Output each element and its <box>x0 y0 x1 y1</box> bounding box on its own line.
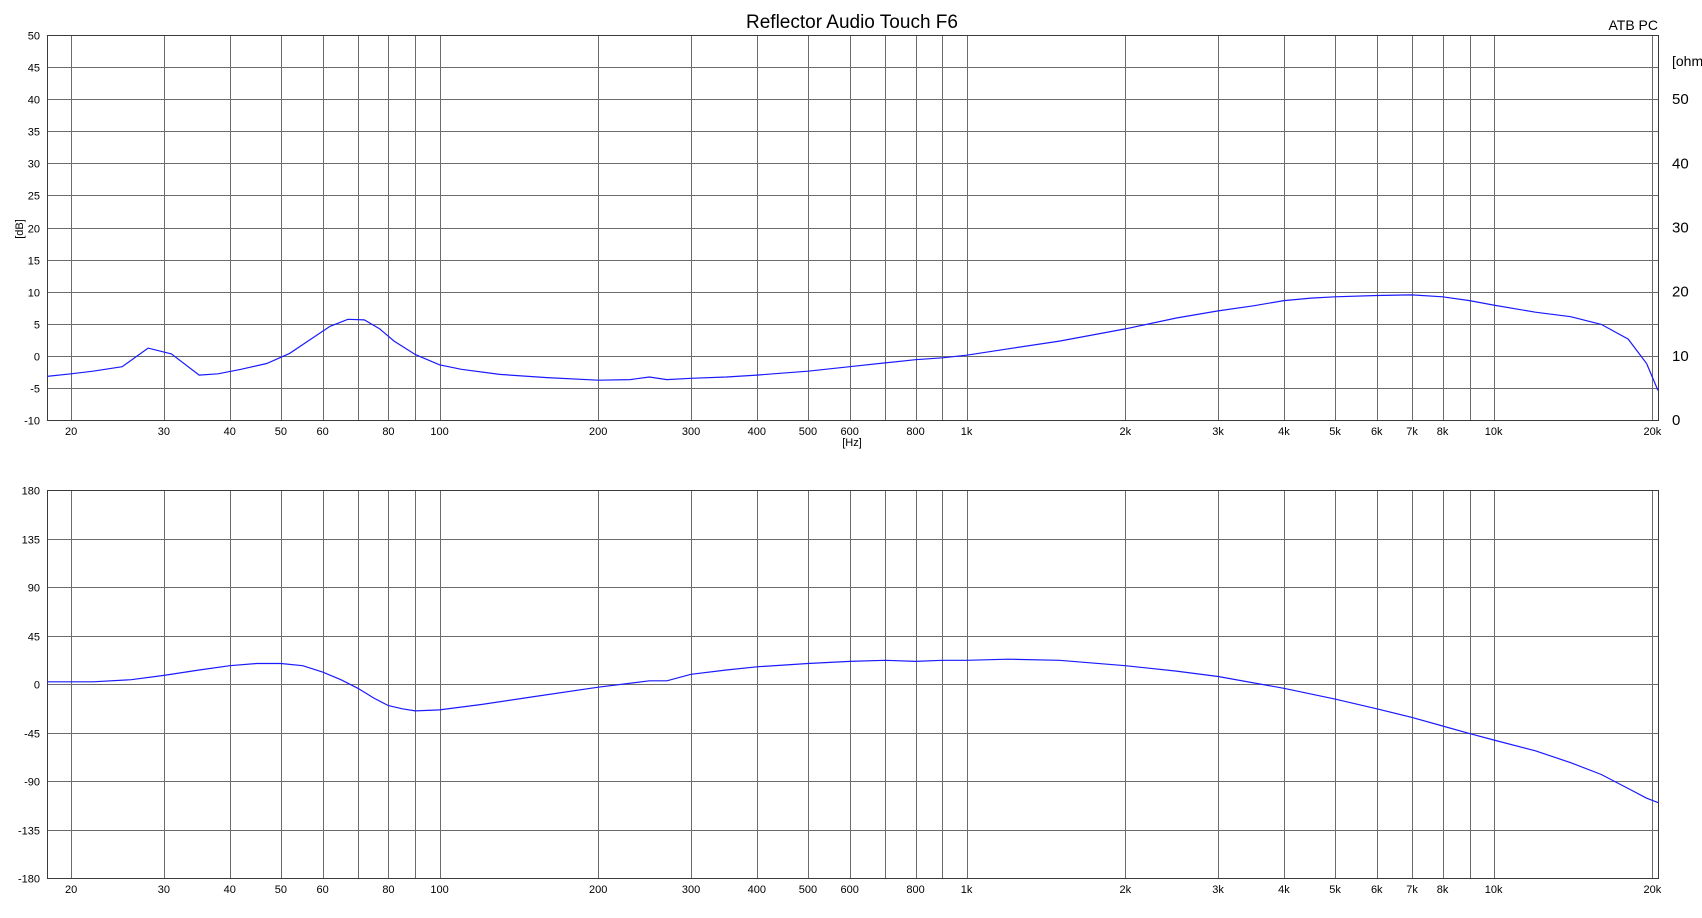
y2-tick-label: 0 <box>1672 412 1680 429</box>
x-tick-label: 30 <box>158 884 170 896</box>
x-tick-label: 800 <box>906 884 924 896</box>
y-tick-label: 40 <box>28 95 40 107</box>
x-tick-label: 2k <box>1119 426 1131 438</box>
x-tick-label: 300 <box>682 426 700 438</box>
series-line <box>47 658 1659 804</box>
x-tick-label: 40 <box>224 884 236 896</box>
x-tick-label: 20 <box>65 884 77 896</box>
x-tick-label: 3k <box>1212 426 1224 438</box>
y2-axis-label: [ohm] <box>1672 53 1702 69</box>
x-tick-label: 20k <box>1643 884 1661 896</box>
y-tick-label: -180 <box>18 874 40 886</box>
y2-tick-label: 30 <box>1672 220 1689 237</box>
y2-tick-label: 40 <box>1672 155 1689 172</box>
x-tick-label: 5k <box>1329 884 1341 896</box>
y-tick-label: 50 <box>28 31 40 43</box>
x-tick-label: 400 <box>748 426 766 438</box>
y-tick-label: 10 <box>28 288 40 300</box>
x-tick-label: 4k <box>1278 884 1290 896</box>
x-tick-label: 60 <box>316 884 328 896</box>
y-tick-label: -90 <box>24 777 40 789</box>
x-tick-label: 10k <box>1485 884 1503 896</box>
x-tick-label: 10k <box>1485 426 1503 438</box>
y-tick-label: 15 <box>28 256 40 268</box>
y-tick-label: 0 <box>34 680 40 692</box>
x-tick-label: 80 <box>382 426 394 438</box>
plot-frame <box>47 490 1659 879</box>
y-tick-label: 5 <box>34 320 40 332</box>
x-tick-label: 50 <box>275 884 287 896</box>
y-tick-label: 30 <box>28 159 40 171</box>
plot-frame <box>47 35 1659 421</box>
y-tick-label: -10 <box>24 416 40 428</box>
x-tick-label: 400 <box>748 884 766 896</box>
x-tick-label: 7k <box>1406 426 1418 438</box>
y-tick-label: 0 <box>34 352 40 364</box>
x-tick-label: 8k <box>1437 426 1449 438</box>
x-tick-label: 5k <box>1329 426 1341 438</box>
y-tick-label: 90 <box>28 583 40 595</box>
x-tick-label: 500 <box>799 426 817 438</box>
y-tick-label: 180 <box>22 486 40 498</box>
x-tick-label: 100 <box>430 426 448 438</box>
series-line <box>46 294 1659 391</box>
y-tick-label: -45 <box>24 729 40 741</box>
x-tick-label: 600 <box>840 426 858 438</box>
x-tick-label: 50 <box>275 426 287 438</box>
x-tick-label: 7k <box>1406 884 1418 896</box>
x-tick-label: 80 <box>382 884 394 896</box>
x-tick-label: 1k <box>961 426 973 438</box>
y-tick-label: 25 <box>28 191 40 203</box>
corner-label: ATB PC <box>1608 17 1658 33</box>
x-tick-label: 40 <box>224 426 236 438</box>
x-tick-label: 6k <box>1371 884 1383 896</box>
y2-tick-label: 10 <box>1672 348 1689 365</box>
y2-tick-label: 50 <box>1672 91 1689 108</box>
x-tick-label: 200 <box>589 426 607 438</box>
y-tick-label: 35 <box>28 127 40 139</box>
x-tick-label: 2k <box>1119 884 1131 896</box>
y-tick-label: 45 <box>28 63 40 75</box>
x-tick-label: 600 <box>840 884 858 896</box>
y-tick-label: 20 <box>28 224 40 236</box>
x-tick-label: 60 <box>316 426 328 438</box>
x-axis-label: [Hz] <box>842 437 862 449</box>
x-tick-label: 20k <box>1643 426 1661 438</box>
x-tick-label: 1k <box>961 884 973 896</box>
x-tick-label: 200 <box>589 884 607 896</box>
y-tick-label: 45 <box>28 632 40 644</box>
y-tick-label: -135 <box>18 826 40 838</box>
x-tick-label: 100 <box>430 884 448 896</box>
x-tick-label: 300 <box>682 884 700 896</box>
x-tick-label: 30 <box>158 426 170 438</box>
x-tick-label: 500 <box>799 884 817 896</box>
x-tick-label: 6k <box>1371 426 1383 438</box>
x-tick-label: 8k <box>1437 884 1449 896</box>
y-tick-label: 135 <box>22 535 40 547</box>
x-tick-label: 20 <box>65 426 77 438</box>
y-tick-label: -5 <box>30 384 40 396</box>
phase-chart: 180 135 90 45 0 -45 -90 -135 -180 20 30 40 50 60 80 100… <box>18 486 1662 897</box>
chart-title: Reflector Audio Touch F6 <box>746 12 958 33</box>
x-tick-label: 4k <box>1278 426 1290 438</box>
y-axis-label: [dB] <box>14 219 26 239</box>
x-tick-label: 800 <box>906 426 924 438</box>
x-tick-label: 3k <box>1212 884 1224 896</box>
y2-tick-label: 20 <box>1672 284 1689 301</box>
